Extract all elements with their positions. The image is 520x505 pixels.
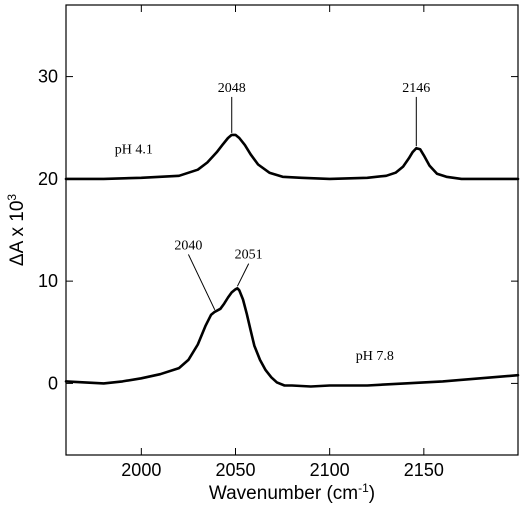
plot-frame [65, 4, 519, 456]
y-tick-label: 0 [48, 373, 58, 393]
x-tick-label: 2100 [310, 460, 350, 480]
annotation-label: 2040 [174, 238, 202, 253]
annotation-label: 2146 [402, 81, 430, 96]
y-axis-title: ΔA x 103 [5, 194, 28, 267]
annotation-leader [187, 254, 216, 311]
annotation-leader [236, 263, 250, 287]
y-tick-label: 20 [38, 169, 58, 189]
y-tick-label: 10 [38, 271, 58, 291]
annotation-label: 2048 [218, 81, 246, 96]
x-tick-label: 2000 [121, 460, 161, 480]
x-axis-title: Wavenumber (cm-1) [209, 481, 375, 504]
annotation-label: 2051 [235, 248, 263, 263]
series-line [64, 286, 520, 388]
plot-area: 2000 2050 2100 2150 0 10 20 30 2048 2146 2040 2051 p… [38, 4, 520, 480]
y-tick-label: 30 [38, 67, 58, 87]
x-tick-label: 2050 [215, 460, 255, 480]
series-label: pH 4.1 [115, 142, 153, 157]
series-line [64, 133, 520, 181]
x-tick-label: 2150 [404, 460, 444, 480]
series-label: pH 7.8 [356, 349, 394, 364]
